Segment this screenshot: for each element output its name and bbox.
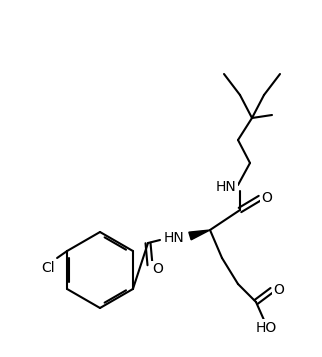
Text: HN: HN [164,231,185,245]
Text: HO: HO [255,321,277,335]
Polygon shape [189,230,210,240]
Text: O: O [153,262,164,276]
Text: O: O [274,283,284,297]
Text: O: O [261,191,272,205]
Text: Cl: Cl [41,261,55,275]
Text: HN: HN [216,180,236,194]
